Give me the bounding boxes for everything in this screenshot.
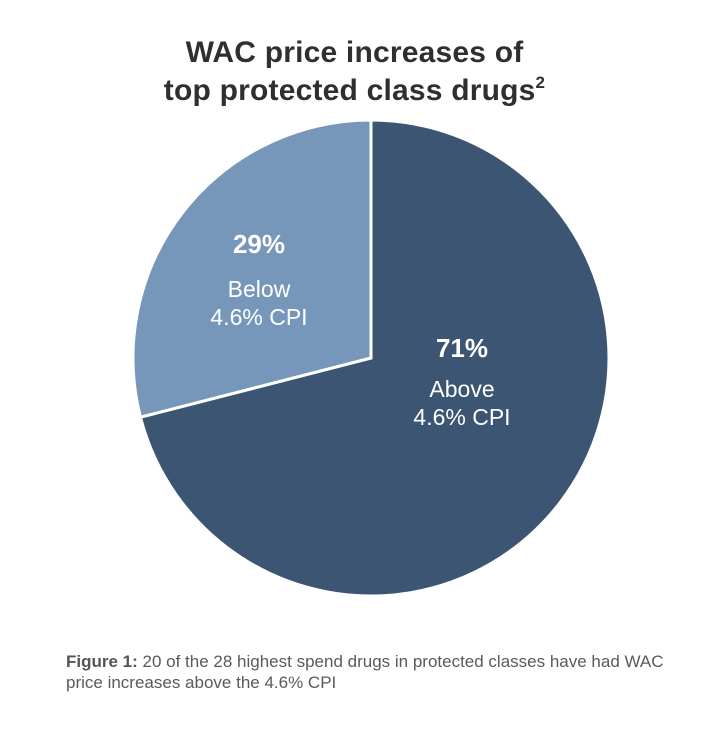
slice-above-label-line-1: Above <box>429 376 494 402</box>
chart-title-line-2: top protected class drugs2 <box>0 72 709 110</box>
chart-title-line-2-text: top protected class drugs <box>163 74 536 107</box>
slice-above-percent: 71% <box>436 333 488 363</box>
figure-caption-text: 20 of the 28 highest spend drugs in prot… <box>66 652 664 692</box>
chart-title: WAC price increases of top protected cla… <box>0 34 709 110</box>
slice-below-percent: 29% <box>233 229 285 259</box>
pie-slice-above <box>138 118 611 598</box>
slice-below-label-line-2: 4.6% CPI <box>210 304 307 330</box>
chart-title-line-1: WAC price increases of <box>185 36 524 69</box>
slice-below-label-line-1: Below <box>228 276 291 302</box>
figure-caption: Figure 1: 20 of the 28 highest spend dru… <box>66 651 686 693</box>
figure-caption-label: Figure 1: <box>66 652 138 671</box>
pie-slice-below <box>131 118 373 420</box>
footnote-marker: 2 <box>535 73 546 92</box>
pie-slices <box>131 118 611 598</box>
slice-above-label-line-2: 4.6% CPI <box>413 404 510 430</box>
